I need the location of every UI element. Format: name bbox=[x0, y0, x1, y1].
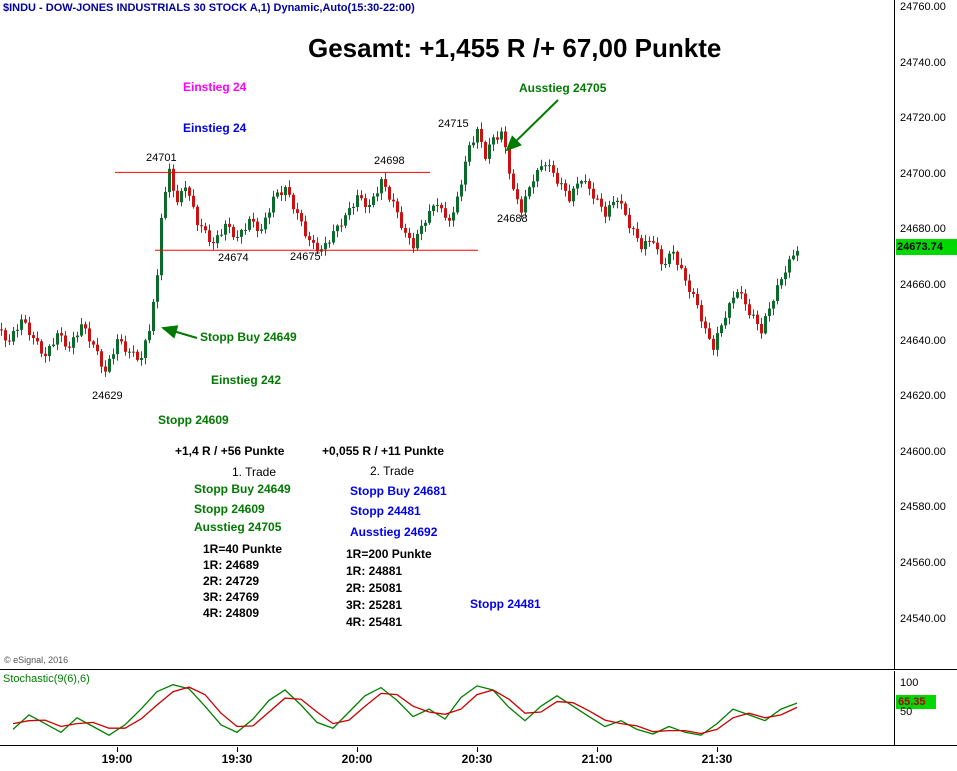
time-axis-label: 20:00 bbox=[341, 752, 373, 766]
trade2-r1: 1R: 24881 bbox=[346, 564, 403, 578]
annotation-result-trade-2: +0,055 R / +11 Punkte bbox=[322, 444, 445, 458]
time-axis-label: 21:00 bbox=[581, 752, 613, 766]
price-label-24715: 24715 bbox=[438, 118, 469, 130]
price-label-24674: 24674 bbox=[218, 252, 249, 264]
annotation-einstieg-242: Einstieg 242 bbox=[211, 373, 282, 387]
price-axis-tick: 24540.00 bbox=[900, 613, 946, 625]
stochastic-value-badge: 65.35 bbox=[896, 695, 936, 709]
time-axis-label: 21:30 bbox=[701, 752, 733, 766]
trade1-r2: 2R: 24729 bbox=[203, 574, 260, 588]
annotation-arrow-icon bbox=[505, 99, 559, 152]
trade-summary-headline: Gesamt: +1,455 R /+ 67,00 Punkte bbox=[308, 33, 722, 63]
time-axis-tick bbox=[357, 747, 358, 752]
time-axis-tick bbox=[117, 747, 118, 752]
stochastic-axis[interactable]: 65.35 100 50 bbox=[894, 671, 957, 746]
trade1-stopp-buy: Stopp Buy 24649 bbox=[194, 482, 291, 496]
time-axis-tick bbox=[477, 747, 478, 752]
annotation-stopp-24481: Stopp 24481 bbox=[470, 597, 541, 611]
price-label-24701: 24701 bbox=[146, 152, 177, 164]
trade2-stopp: Stopp 24481 bbox=[350, 504, 421, 518]
price-axis-tick: 24720.00 bbox=[900, 112, 946, 124]
time-axis-label: 19:00 bbox=[101, 752, 133, 766]
annotation-trade-2-header: 2. Trade bbox=[370, 464, 415, 478]
trade2-stopp-buy: Stopp Buy 24681 bbox=[350, 484, 447, 498]
trade2-r2: 2R: 25081 bbox=[346, 581, 403, 595]
price-axis-tick: 24680.00 bbox=[900, 223, 946, 235]
trade1-ausstieg: Ausstieg 24705 bbox=[194, 520, 282, 534]
price-label-24675: 24675 bbox=[290, 251, 321, 263]
time-axis-label: 19:30 bbox=[221, 752, 253, 766]
trade2-r4: 4R: 25481 bbox=[346, 615, 403, 629]
stochastic-d-line bbox=[12, 686, 798, 735]
annotation-einstieg-blue: Einstieg 24 bbox=[183, 121, 247, 135]
time-axis-tick bbox=[237, 747, 238, 752]
price-chart-panel[interactable]: Einstieg 24 Einstieg 24 Ausstieg 24705 2471… bbox=[0, 0, 894, 670]
trade2-r3: 3R: 25281 bbox=[346, 598, 403, 612]
trade1-r1: 1R: 24689 bbox=[203, 558, 260, 572]
time-axis-tick bbox=[717, 747, 718, 752]
stochastic-label: Stochastic(9(6),6) bbox=[3, 673, 90, 685]
price-axis-tick: 24640.00 bbox=[900, 335, 946, 347]
last-price-badge: 24673.74 bbox=[896, 239, 957, 255]
price-axis[interactable]: 24673.74 24760.00 24740.00 24720.00 24700.0… bbox=[894, 0, 957, 670]
price-axis-tick: 24560.00 bbox=[900, 557, 946, 569]
annotation-einstieg-magenta: Einstieg 24 bbox=[183, 80, 247, 94]
price-label-24688: 24688 bbox=[497, 213, 528, 225]
price-label-24698: 24698 bbox=[374, 155, 405, 167]
trade2-ausstieg: Ausstieg 24692 bbox=[350, 525, 438, 539]
price-axis-tick: 24700.00 bbox=[900, 168, 946, 180]
annotation-arrow-icon bbox=[161, 325, 198, 339]
trade1-r-header: 1R=40 Punkte bbox=[203, 542, 283, 556]
candlestick-svg bbox=[0, 99, 799, 377]
stochastic-panel[interactable]: Stochastic(9(6),6) bbox=[0, 671, 894, 746]
price-axis-tick: 24660.00 bbox=[900, 279, 946, 291]
annotation-result-trade-1: +1,4 R / +56 Punkte bbox=[175, 444, 285, 458]
time-axis-tick bbox=[597, 747, 598, 752]
price-axis-tick: 24760.00 bbox=[900, 1, 946, 13]
annotation-trade-1-header: 1. Trade bbox=[232, 465, 277, 479]
stochastic-k-line bbox=[12, 684, 798, 736]
annotation-layer: Einstieg 24 Einstieg 24 Ausstieg 24705 2471… bbox=[92, 80, 607, 629]
price-axis-tick: 24740.00 bbox=[900, 57, 946, 69]
price-axis-tick: 24600.00 bbox=[900, 446, 946, 458]
time-axis-label: 20:30 bbox=[461, 752, 493, 766]
price-axis-tick: 24580.00 bbox=[900, 501, 946, 513]
trade1-stopp: Stopp 24609 bbox=[194, 502, 265, 516]
annotation-stopp-24609: Stopp 24609 bbox=[158, 413, 229, 427]
trade1-r3: 3R: 24769 bbox=[203, 590, 260, 604]
copyright-notice: © eSignal, 2016 bbox=[4, 655, 69, 665]
stochastic-axis-tick: 100 bbox=[900, 677, 919, 689]
trade1-r4: 4R: 24809 bbox=[203, 606, 260, 620]
annotation-ausstieg-24705: Ausstieg 24705 bbox=[519, 81, 607, 95]
stochastic-svg bbox=[12, 684, 798, 736]
price-axis-tick: 24620.00 bbox=[900, 390, 946, 402]
candles bbox=[0, 122, 799, 377]
time-axis[interactable]: 19:00 19:30 20:00 20:30 21:00 21:30 bbox=[0, 747, 957, 771]
trade2-r-header: 1R=200 Punkte bbox=[346, 547, 432, 561]
annotation-stopp-buy-24649: Stopp Buy 24649 bbox=[200, 330, 297, 344]
price-label-24629: 24629 bbox=[92, 390, 123, 402]
stochastic-axis-tick: 50 bbox=[900, 706, 913, 718]
chart-title: $INDU - DOW-JONES INDUSTRIALS 30 STOCK A… bbox=[3, 2, 415, 14]
